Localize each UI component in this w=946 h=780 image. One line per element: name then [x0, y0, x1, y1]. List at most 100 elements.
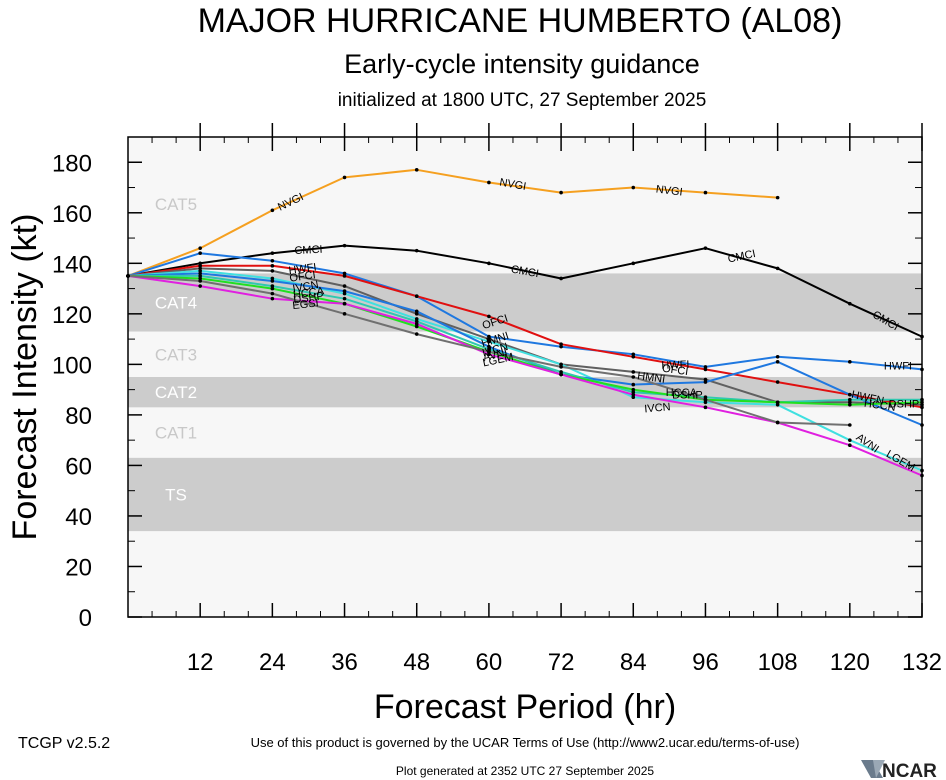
series-label-ofci: OFCI: [661, 363, 689, 379]
data-point-cmci: [775, 266, 780, 271]
series-label-dshp: DSHP: [672, 390, 703, 402]
axis-ticks: [128, 123, 923, 618]
data-point-cmci: [848, 301, 852, 306]
logo-text: NCAR: [882, 761, 937, 780]
data-point-lgem: [342, 301, 347, 306]
data-point-egsi: [848, 423, 852, 427]
data-point-hcca: [270, 284, 275, 288]
data-point-cmci: [487, 261, 491, 266]
x-tick-label: 108: [758, 649, 798, 676]
y-axis-label: Forecast Intensity (kt): [6, 214, 44, 541]
data-point-hmni: [631, 370, 636, 374]
y-tick-label: 40: [65, 504, 92, 531]
data-point-dshp: [631, 387, 636, 392]
data-point-ofci: [703, 367, 708, 372]
data-point-hwfi: [703, 365, 708, 369]
x-tick-label: 120: [830, 649, 870, 676]
data-point-lgem: [559, 372, 563, 377]
data-point-nvgi: [487, 180, 491, 185]
x-tick-label: 48: [403, 649, 430, 676]
data-point-egsi: [270, 291, 275, 296]
data-point-dshp: [848, 402, 852, 407]
data-point-ivcn: [342, 291, 347, 296]
data-point-hwfi: [559, 344, 563, 349]
chart-title: MAJOR HURRICANE HUMBERTO (AL08): [198, 2, 843, 40]
y-tick-label: 0: [79, 605, 92, 632]
series-line-nvgi: [127, 168, 778, 277]
series-label-cmci: CMCI: [727, 248, 757, 266]
generated-timestamp: Plot generated at 2352 UTC 27 September …: [396, 764, 654, 778]
data-point-ofci: [198, 264, 202, 268]
x-tick-label: 60: [476, 649, 503, 676]
data-point-cmci: [414, 248, 419, 253]
band-label: CAT5: [155, 195, 197, 214]
series-label-cmci: CMCI: [294, 244, 323, 257]
data-point-lgem: [631, 392, 636, 397]
series-label-ofci: OFCI: [289, 269, 317, 285]
data-point-egsi: [631, 375, 636, 379]
data-point-hwfi: [631, 352, 636, 357]
x-tick-label: 84: [620, 649, 647, 676]
data-point-hmni: [848, 400, 852, 405]
series-line-hwfi: [127, 252, 923, 371]
data-point-dshp: [270, 286, 275, 291]
data-point-lgem: [270, 296, 275, 301]
series-label-hwfi: HWFI: [288, 261, 318, 277]
data-point-ivcn: [414, 317, 419, 321]
series-label-hmni: HMNI: [636, 370, 666, 386]
data-point-nvgi: [559, 190, 563, 195]
data-point-dshp: [775, 400, 780, 405]
data-point-ivcn: [631, 395, 636, 400]
series-label-ivcn: IVCN: [644, 401, 671, 415]
data-point-nvgi: [631, 185, 636, 190]
series-line-lgem: [127, 274, 923, 477]
series-lines: [127, 168, 923, 477]
data-point-hmni: [487, 337, 491, 341]
data-point-hmni: [703, 377, 708, 382]
series-label-cmci: CMCI: [510, 264, 540, 281]
series-label-hccn: HCCN: [863, 398, 896, 414]
data-point-lgem: [703, 405, 708, 410]
series-label-ivcn: IVCN: [292, 279, 320, 295]
series-points: [126, 168, 924, 478]
data-point-nvgi: [703, 190, 708, 195]
series-line-ivcn: [127, 269, 923, 472]
band-label: CAT1: [155, 424, 197, 443]
x-tick-label: 96: [692, 649, 719, 676]
tick-labels: 12 24 36 48 60 72 84 96 108 120 132 0 20 40 60 80 100 120…: [52, 150, 942, 676]
data-point-cmci: [342, 243, 347, 248]
x-tick-label: 36: [331, 649, 358, 676]
band-cat1: [128, 409, 922, 456]
data-point-hmni: [414, 312, 419, 316]
data-point-avni: [414, 309, 419, 314]
data-point-ivcn: [198, 269, 202, 273]
band-ts: [128, 457, 922, 532]
band-label: CAT4: [155, 293, 197, 312]
data-point-nvgi: [270, 208, 275, 213]
data-point-ivcn: [703, 400, 708, 405]
series-line-ofci: [127, 264, 923, 409]
data-point-hcca: [848, 397, 852, 402]
data-point-nvgi: [198, 246, 202, 250]
series-label-nvgi: NVGI: [499, 176, 528, 192]
data-point-lgem: [848, 443, 852, 448]
data-point-cmci: [631, 261, 636, 266]
series-label-hwfi: HWFI: [884, 361, 912, 373]
data-point-cmci: [559, 276, 563, 281]
data-point-egsi: [703, 397, 708, 402]
terms-notice[interactable]: Use of this product is governed by the U…: [251, 735, 800, 750]
y-tick-label: 140: [52, 251, 92, 278]
version-label: TCGP v2.5.2: [18, 735, 110, 752]
data-point-avni: [270, 279, 275, 283]
data-point-hcca: [631, 390, 636, 394]
data-point-hmni: [198, 266, 202, 271]
series-label-egsi: EGSI: [292, 297, 319, 312]
band-cat4: [128, 273, 922, 332]
data-point-cmci: [198, 261, 202, 266]
data-point-avni: [848, 392, 852, 397]
x-axis-label: Forecast Period (hr): [374, 688, 676, 726]
data-point-ivcn: [775, 402, 780, 407]
data-point-hwfi: [342, 271, 347, 276]
data-point-cmci: [703, 246, 708, 250]
data-point-hwfi: [848, 360, 852, 364]
